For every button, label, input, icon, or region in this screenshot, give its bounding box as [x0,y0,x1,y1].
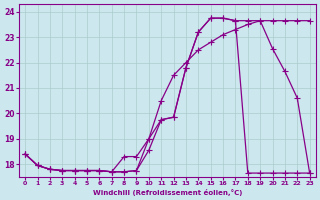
X-axis label: Windchill (Refroidissement éolien,°C): Windchill (Refroidissement éolien,°C) [93,189,242,196]
